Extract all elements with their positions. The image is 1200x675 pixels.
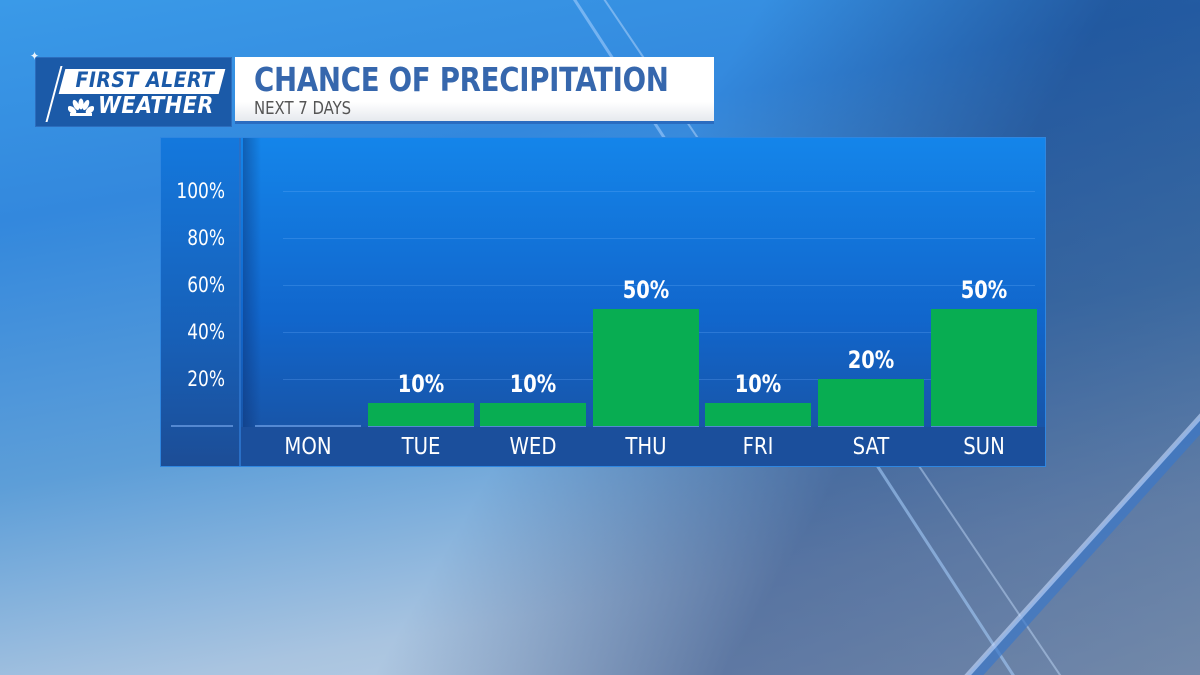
bar-thu <box>592 308 699 426</box>
bar-baseline <box>592 425 699 427</box>
bar-tue <box>367 402 474 426</box>
logo-weather: WEATHER <box>98 93 214 119</box>
gridline <box>283 191 1035 192</box>
y-axis-panel: 100% 80% 60% 40% 20% <box>161 138 241 466</box>
bar-baseline <box>705 425 812 427</box>
logo-slash <box>45 66 63 122</box>
page-title: CHANCE OF PRECIPITATION <box>254 60 669 99</box>
day-label-mon: MON <box>284 434 332 460</box>
bar-baseline <box>255 425 361 427</box>
nbc-peacock-icon <box>68 98 94 116</box>
day-label-fri: FRI <box>742 434 774 460</box>
y-tick-label: 100% <box>176 179 225 203</box>
bar-value-label: 10% <box>735 369 782 398</box>
gridline <box>283 285 1035 286</box>
day-label-sat: SAT <box>852 434 890 460</box>
y-tick-label: 80% <box>187 226 225 250</box>
bar-sun <box>930 308 1037 426</box>
axis-shadow <box>243 138 261 427</box>
bar-wed <box>480 402 587 426</box>
bar-fri <box>705 402 812 426</box>
gridline <box>283 238 1035 239</box>
day-label-thu: THU <box>625 434 667 460</box>
y-axis-baseline <box>171 425 233 427</box>
bar-value-label: 50% <box>622 275 670 304</box>
bar-baseline <box>367 425 474 427</box>
y-tick-label: 60% <box>187 273 225 297</box>
sparkle-icon: ✦ <box>30 49 40 63</box>
bar-sat <box>818 379 924 426</box>
day-label-tue: TUE <box>401 434 440 460</box>
bar-baseline <box>818 425 924 427</box>
bar-baseline <box>480 425 587 427</box>
title-panel: CHANCE OF PRECIPITATION NEXT 7 DAYS <box>235 57 714 124</box>
first-alert-weather-logo: ✦ FIRST ALERT WEATHER <box>30 49 232 127</box>
precipitation-bar-chart: 100% 80% 60% 40% 20% MON 10% TUE 10% WED 50% THU 10… <box>160 137 1046 467</box>
logo-first-alert: FIRST ALERT <box>75 68 215 92</box>
y-tick-label: 20% <box>187 367 225 391</box>
bar-value-label: 20% <box>847 346 895 374</box>
bar-value-label: 10% <box>397 369 444 398</box>
bar-value-label: 50% <box>960 275 1007 304</box>
bar-value-label: 10% <box>509 369 557 398</box>
day-label-sun: SUN <box>962 434 1005 460</box>
y-tick-label: 40% <box>187 320 225 344</box>
page-subtitle: NEXT 7 DAYS <box>254 98 352 119</box>
x-axis-band <box>241 427 1045 466</box>
day-label-wed: WED <box>509 434 557 460</box>
bar-baseline <box>930 425 1037 427</box>
